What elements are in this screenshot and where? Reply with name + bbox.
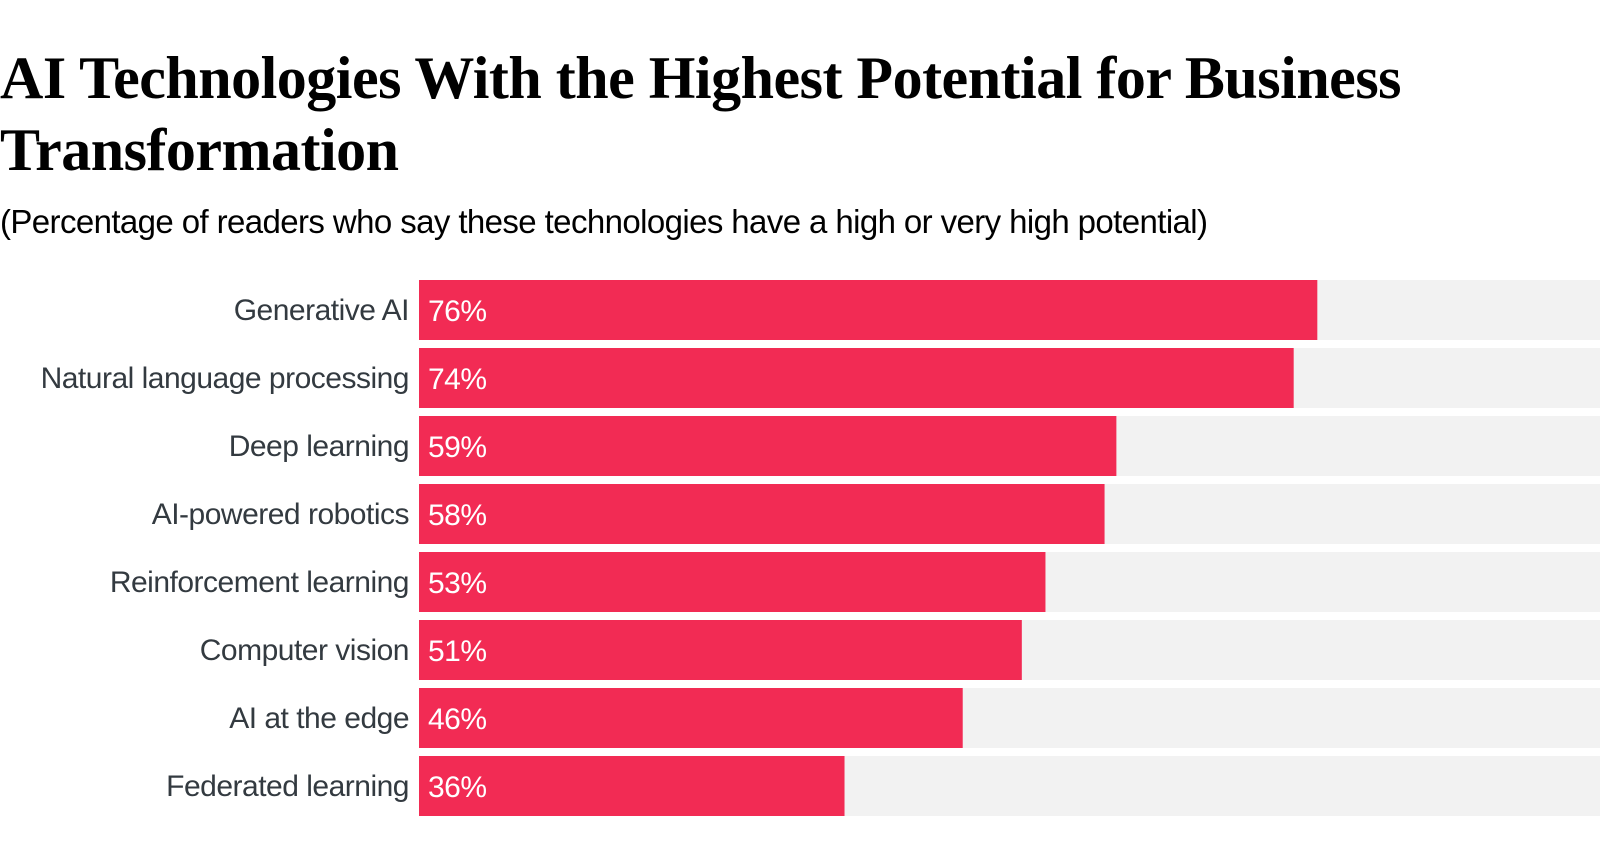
bar: [419, 484, 1105, 544]
value-label: 74%: [428, 363, 487, 396]
bar-row: AI at the edge 46%: [229, 688, 1600, 748]
bar-row: Federated learning 36%: [166, 756, 1600, 816]
value-label: 46%: [428, 703, 487, 736]
bar: [419, 688, 963, 748]
category-label: Deep learning: [229, 430, 409, 463]
category-label: Federated learning: [166, 770, 409, 803]
chart-subtitle: (Percentage of readers who say these tec…: [0, 203, 1208, 240]
bar: [419, 280, 1318, 340]
bar-row: AI-powered robotics 58%: [152, 484, 1600, 544]
category-label: Generative AI: [234, 294, 409, 327]
bar: [419, 620, 1022, 680]
bar: [419, 756, 845, 816]
value-label: 51%: [428, 635, 487, 668]
category-label: Computer vision: [200, 634, 409, 667]
chart-title: AI Technologies With the Highest Potenti…: [0, 45, 1402, 183]
category-label: AI-powered robotics: [152, 498, 409, 531]
bar-row: Reinforcement learning 53%: [110, 552, 1600, 612]
value-label: 53%: [428, 567, 487, 600]
bar: [419, 552, 1046, 612]
bar: [419, 416, 1117, 476]
value-label: 59%: [428, 431, 487, 464]
category-label: AI at the edge: [229, 702, 409, 735]
bar-row: Computer vision 51%: [200, 620, 1600, 680]
bar-row: Natural language processing 74%: [41, 348, 1600, 408]
value-label: 76%: [428, 295, 487, 328]
bar-row: Generative AI 76%: [234, 280, 1600, 340]
value-label: 58%: [428, 499, 487, 532]
category-label: Reinforcement learning: [110, 566, 409, 599]
bar: [419, 348, 1294, 408]
bar-row: Deep learning 59%: [229, 416, 1600, 476]
category-label: Natural language processing: [41, 362, 409, 395]
value-label: 36%: [428, 771, 487, 804]
